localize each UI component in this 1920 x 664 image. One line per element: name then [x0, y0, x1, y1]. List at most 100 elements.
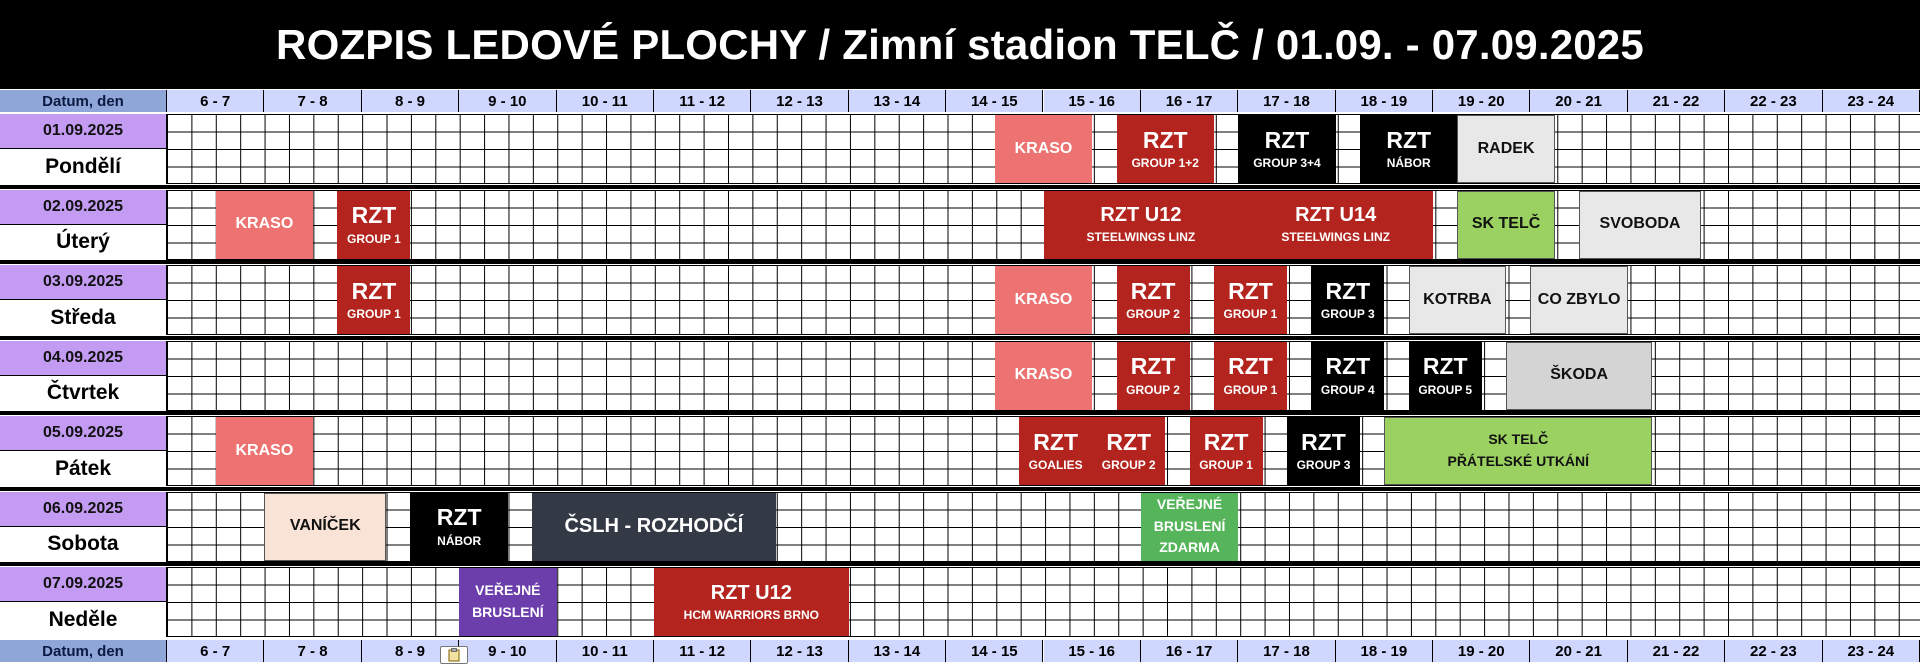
block-title: RZT: [1386, 126, 1432, 153]
hour-label: 20 - 21: [1530, 640, 1628, 662]
schedule-block[interactable]: RZT GROUP 1: [337, 190, 411, 259]
day-name: Pondělí: [0, 149, 167, 184]
schedule-block[interactable]: RZT GROUP 1+2: [1116, 115, 1214, 183]
block-title: RZT: [1325, 277, 1371, 304]
block-title: ČSLH - ROZHODČÍ: [564, 515, 744, 537]
schedule-block[interactable]: KRASO: [215, 190, 314, 259]
schedule-title: ROZPIS LEDOVÉ PLOCHY / Zimní stadion TEL…: [0, 0, 1920, 89]
hour-label: 21 - 22: [1627, 640, 1726, 662]
schedule-block[interactable]: RZT GROUP 3+4: [1238, 115, 1336, 183]
row-separator: [0, 411, 1920, 415]
hour-label: 14 - 15: [946, 640, 1044, 662]
schedule-block[interactable]: RZT GROUP 2: [1116, 266, 1190, 334]
schedule-block[interactable]: RZT GROUP 1: [1213, 266, 1287, 334]
schedule-block[interactable]: VANÍČEK: [264, 492, 387, 561]
day-date: 02.09.2025: [0, 189, 167, 225]
day-date: 01.09.2025: [0, 114, 167, 149]
block-title: RZT: [351, 202, 397, 229]
block-title: SK TELČ PŘÁTELSKÉ UTKÁNÍ: [1447, 431, 1590, 469]
hour-label: 15 - 16: [1043, 90, 1141, 112]
day-name: Sobota: [0, 526, 167, 562]
hour-label: 13 - 14: [848, 90, 947, 112]
day-name: Neděle: [0, 602, 167, 637]
day-row: 06.09.2025 Sobota VANÍČEK RZT NÁBOR ČSLH - RO…: [0, 491, 1920, 564]
hour-label: 19 - 20: [1433, 640, 1531, 662]
hour-label: 23 - 24: [1822, 640, 1920, 662]
block-title: RZT U12: [1100, 204, 1182, 227]
schedule-block[interactable]: KRASO: [994, 266, 1093, 334]
block-subtitle: STEELWINGS LINZ: [1281, 230, 1390, 245]
schedule-block[interactable]: RZT NÁBOR: [1360, 115, 1458, 183]
schedule-block[interactable]: SK TELČ PŘÁTELSKÉ UTKÁNÍ: [1384, 417, 1653, 485]
clipboard-icon[interactable]: [440, 646, 468, 664]
block-subtitle: GROUP 1: [347, 231, 401, 246]
block-title: RADEK: [1477, 139, 1535, 157]
schedule-block[interactable]: CO ZBYLO: [1530, 266, 1628, 334]
block-subtitle: GROUP 1: [1223, 382, 1278, 397]
schedule-block[interactable]: VEŘEJNÉ BRUSLENÍ: [459, 568, 557, 636]
schedule-block[interactable]: SK TELČ: [1457, 190, 1555, 259]
hour-label: 17 - 18: [1238, 90, 1336, 112]
schedule-block[interactable]: RADEK: [1457, 115, 1555, 183]
hour-label: 22 - 23: [1725, 90, 1823, 112]
day-name: Pátek: [0, 451, 167, 486]
block-title: VEŘEJNÉ BRUSLENÍ: [472, 582, 544, 620]
schedule-block[interactable]: RZT GOALIES: [1019, 417, 1093, 485]
block-title: RZT U12: [710, 581, 792, 604]
schedule-block[interactable]: RZT NÁBOR: [410, 492, 508, 561]
time-grid: [167, 567, 1920, 637]
block-subtitle: NÁBOR: [1386, 156, 1431, 171]
hour-label: 13 - 14: [848, 640, 947, 662]
schedule-block[interactable]: RZT GROUP 2: [1092, 417, 1166, 485]
schedule-block[interactable]: RZT U12 HCM WARRIORS BRNO: [653, 568, 849, 636]
day-row: 03.09.2025 Středa RZT GROUP 1 KRASO RZT GROUP …: [0, 265, 1920, 337]
schedule-block[interactable]: KRASO: [994, 115, 1093, 183]
block-title: RZT U14: [1295, 204, 1377, 227]
block-title: RZT: [1264, 126, 1310, 153]
day-date: 06.09.2025: [0, 491, 167, 527]
row-separator: [0, 562, 1920, 566]
block-title: ŠKODA: [1550, 366, 1609, 384]
block-title: RZT: [351, 277, 397, 304]
block-title: RZT: [1033, 428, 1079, 455]
hour-label: 10 - 11: [556, 640, 654, 662]
block-subtitle: GROUP 3+4: [1253, 156, 1321, 171]
block-subtitle: GROUP 3: [1296, 458, 1351, 473]
schedule-block[interactable]: KRASO: [215, 417, 314, 485]
hour-label: 12 - 13: [751, 640, 849, 662]
schedule-block[interactable]: RZT U14 STEELWINGS LINZ: [1238, 190, 1434, 259]
block-title: RZT: [1130, 353, 1176, 380]
row-separator: [0, 486, 1920, 491]
hour-label: 17 - 18: [1238, 640, 1336, 662]
day-row: 05.09.2025 Pátek KRASO RZT GOALIES RZT GROUP 2…: [0, 416, 1920, 488]
block-title: SK TELČ: [1471, 215, 1541, 233]
day-row: 04.09.2025 Čtvrtek KRASO RZT GROUP 2 RZT GROUP…: [0, 340, 1920, 413]
schedule-block[interactable]: SVOBODA: [1579, 190, 1701, 259]
day-name: Středa: [0, 300, 167, 335]
schedule-block[interactable]: RZT GROUP 3: [1311, 266, 1385, 334]
schedule-block[interactable]: RZT GROUP 1: [1189, 417, 1263, 485]
schedule-block[interactable]: RZT U12 STEELWINGS LINZ: [1043, 190, 1239, 259]
hour-label: 7 - 8: [264, 640, 362, 662]
block-subtitle: HCM WARRIORS BRNO: [683, 607, 819, 622]
schedule-block[interactable]: KOTRBA: [1408, 266, 1507, 334]
schedule-block[interactable]: ČSLH - ROZHODČÍ: [532, 492, 776, 561]
schedule-block[interactable]: RZT GROUP 4: [1311, 341, 1385, 410]
schedule-block[interactable]: RZT GROUP 2: [1116, 341, 1190, 410]
block-title: SVOBODA: [1599, 215, 1681, 233]
block-title: RZT: [1130, 277, 1176, 304]
schedule-block[interactable]: RZT GROUP 1: [337, 266, 411, 334]
block-title: RZT: [1228, 353, 1273, 380]
schedule-block[interactable]: RZT GROUP 5: [1408, 341, 1482, 410]
schedule-block[interactable]: VEŘEJNÉ BRUSLENÍ ZDARMA: [1140, 492, 1239, 561]
schedule-block[interactable]: ŠKODA: [1506, 341, 1653, 410]
schedule-block[interactable]: KRASO: [994, 341, 1093, 410]
schedule-block[interactable]: RZT GROUP 3: [1286, 417, 1360, 485]
block-title: CO ZBYLO: [1537, 290, 1621, 308]
block-subtitle: GROUP 1+2: [1131, 156, 1199, 171]
header-label: Datum, den: [0, 640, 167, 662]
hour-label: 19 - 20: [1433, 90, 1531, 112]
day-date: 05.09.2025: [0, 416, 167, 451]
schedule-block[interactable]: RZT GROUP 1: [1213, 341, 1287, 410]
